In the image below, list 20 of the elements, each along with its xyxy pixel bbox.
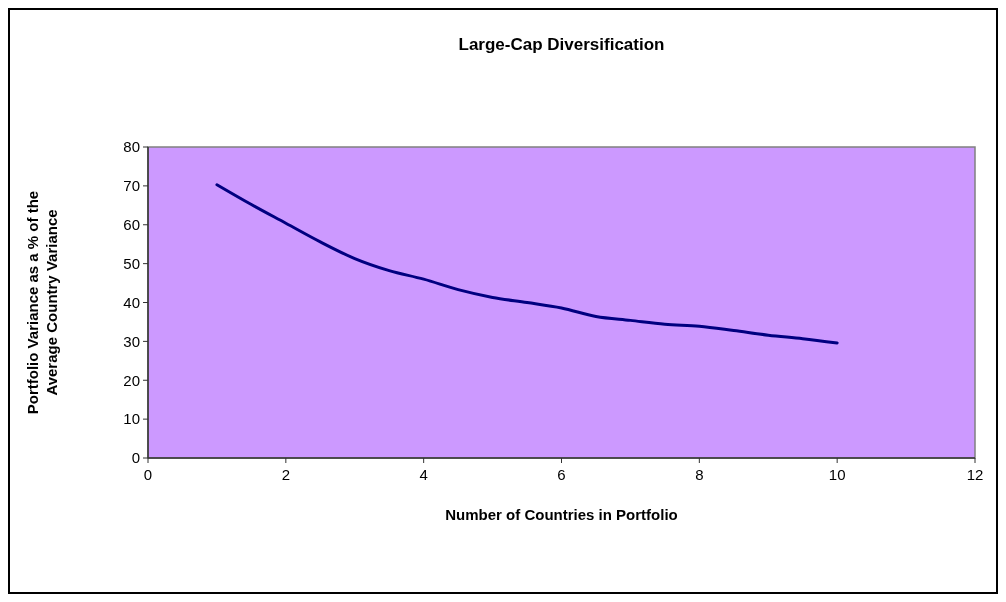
chart-title: Large-Cap Diversification [458, 35, 665, 54]
x-tick-label: 8 [695, 466, 704, 483]
x-tick-label: 12 [966, 466, 984, 483]
x-tick-label: 4 [419, 466, 428, 483]
x-axis-title: Number of Countries in Portfolio [445, 506, 678, 523]
y-tick-label: 80 [123, 138, 140, 156]
x-tick-label: 2 [281, 466, 291, 483]
y-tick-label: 20 [123, 371, 140, 389]
y-tick-label: 0 [131, 449, 140, 467]
line-series [215, 183, 839, 345]
y-tick-label: 60 [123, 216, 140, 233]
y-tick-label: 70 [123, 177, 140, 195]
x-tick-label: 10 [828, 466, 846, 483]
y-tick-label: 10 [123, 410, 140, 428]
x-tick-label: 6 [557, 466, 566, 483]
y-axis-title: Portfolio Variance as a % of the Average Country Variance [24, 190, 60, 415]
y-tick-label: 40 [123, 293, 140, 311]
y-tick-label: 50 [123, 254, 140, 272]
y-tick-label: 30 [123, 332, 140, 350]
x-tick-label: 0 [143, 466, 153, 483]
